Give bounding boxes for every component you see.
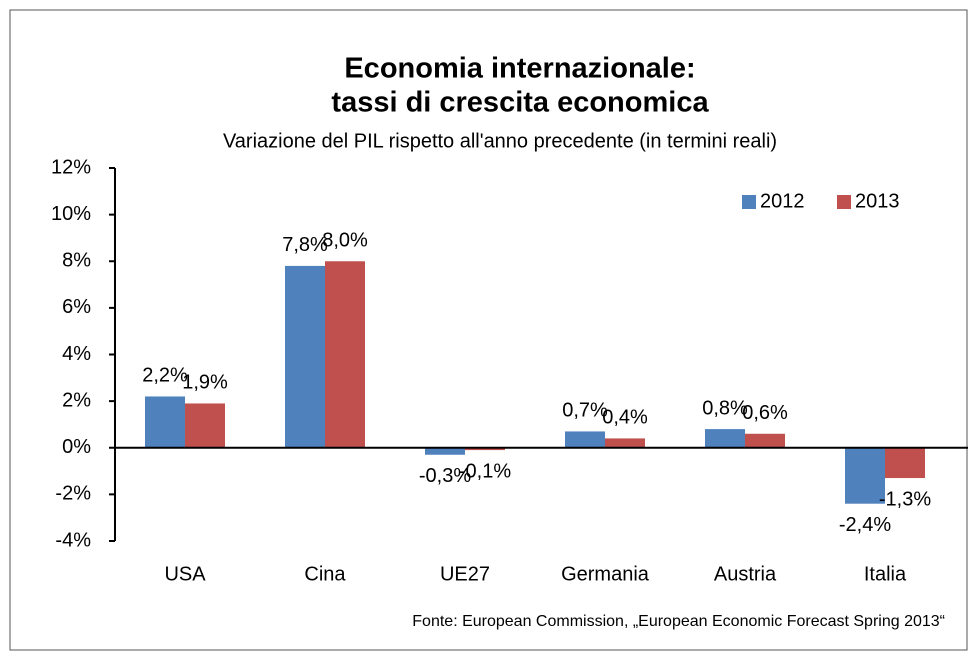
- y-tick-label: -2%: [55, 483, 91, 505]
- data-label: 0,6%: [742, 402, 788, 424]
- data-label: 0,7%: [562, 400, 608, 422]
- data-label: 0,8%: [702, 397, 748, 419]
- data-label: 2,2%: [142, 365, 188, 387]
- bar: [285, 265, 325, 448]
- frame: [9, 9, 968, 651]
- legend-swatch: [837, 195, 851, 209]
- bar: [565, 431, 605, 448]
- bar: [745, 433, 785, 448]
- bar: [605, 438, 645, 448]
- x-tick-label: Cina: [304, 563, 346, 585]
- y-tick-label: 6%: [62, 296, 91, 318]
- data-label: 0,4%: [602, 407, 648, 429]
- data-label: -0,1%: [459, 460, 511, 482]
- data-label: 7,8%: [282, 234, 328, 256]
- x-tick-label: Austria: [714, 563, 777, 585]
- x-tick-label: USA: [164, 563, 206, 585]
- chart-subtitle: Variazione del PIL rispetto all'anno pre…: [223, 130, 777, 152]
- y-tick-label: 0%: [62, 436, 91, 458]
- legend-label: 2013: [855, 190, 900, 212]
- bar: [705, 429, 745, 448]
- bar: [465, 447, 505, 451]
- bar: [845, 447, 885, 504]
- data-label: -1,3%: [879, 488, 931, 510]
- data-label: -0,3%: [419, 465, 471, 487]
- bar: [885, 447, 925, 479]
- y-tick-label: 8%: [62, 250, 91, 272]
- source-note: Fonte: European Commission, „European Ec…: [412, 613, 945, 630]
- chart-title: Economia internazionale:: [344, 53, 695, 85]
- bar: [145, 396, 185, 448]
- data-label: 8,0%: [322, 230, 368, 252]
- x-tick-label: Italia: [864, 563, 907, 585]
- y-tick-label: 12%: [51, 156, 91, 178]
- legend-swatch: [742, 195, 756, 209]
- y-tick-label: 10%: [51, 203, 91, 225]
- bar: [325, 261, 365, 448]
- y-tick-label: 4%: [62, 343, 91, 365]
- data-label: -2,4%: [839, 514, 891, 536]
- bar: [185, 403, 225, 448]
- y-tick-label: 2%: [62, 389, 91, 411]
- chart-title-line2: tassi di crescita economica: [331, 87, 709, 119]
- y-tick-label: -4%: [55, 529, 91, 551]
- bar: [425, 447, 465, 455]
- x-tick-label: Germania: [561, 563, 650, 585]
- legend-label: 2012: [760, 190, 805, 212]
- data-label: 1,9%: [182, 372, 228, 394]
- x-tick-label: UE27: [440, 563, 490, 585]
